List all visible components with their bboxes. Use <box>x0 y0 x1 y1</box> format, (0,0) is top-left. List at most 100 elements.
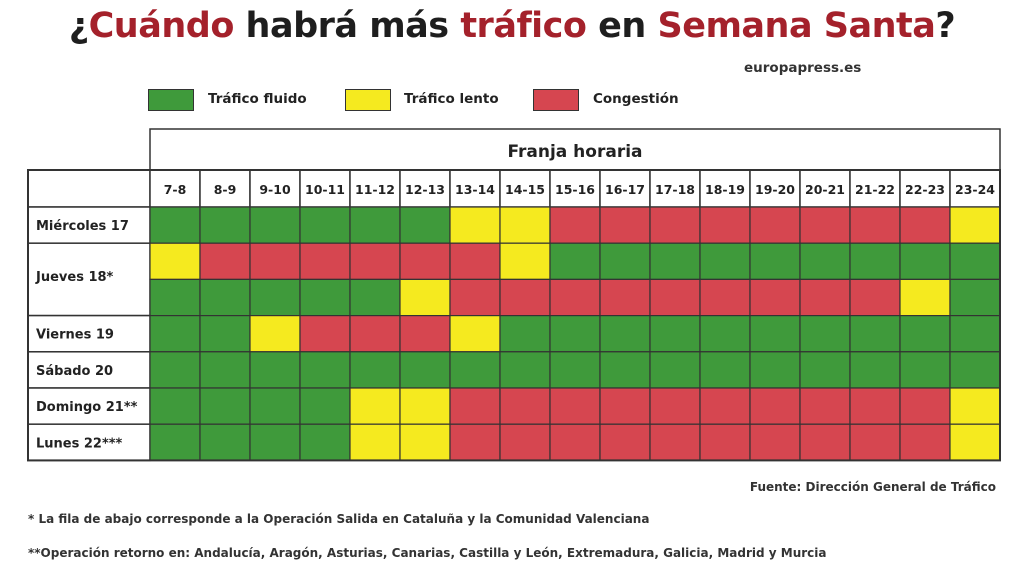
traffic-cell <box>449 206 501 244</box>
column-label: 23-24 <box>955 182 995 197</box>
footnote-1: * La fila de abajo corresponde a la Oper… <box>28 512 650 526</box>
traffic-cell <box>949 351 1001 389</box>
traffic-cell <box>549 423 601 462</box>
traffic-cell <box>399 315 451 353</box>
traffic-cell <box>949 387 1001 425</box>
traffic-cell <box>649 242 701 280</box>
column-header-cell <box>299 169 351 208</box>
traffic-cell <box>349 351 401 389</box>
traffic-cell <box>899 315 951 353</box>
column-label: 19-20 <box>755 182 795 197</box>
traffic-cell <box>899 351 951 389</box>
traffic-cell <box>399 351 451 389</box>
brand-label: europapress.es <box>744 60 862 76</box>
traffic-cell <box>349 423 401 462</box>
traffic-cell <box>149 242 201 280</box>
traffic-cell <box>349 315 401 353</box>
traffic-cell <box>199 206 251 244</box>
column-header-cell <box>199 169 251 208</box>
traffic-cell <box>849 206 901 244</box>
traffic-cell <box>599 423 651 462</box>
traffic-cell <box>749 423 801 462</box>
traffic-cell <box>949 278 1001 317</box>
column-label: 9-10 <box>259 182 291 197</box>
column-label: 16-17 <box>605 182 645 197</box>
traffic-cell <box>299 278 351 317</box>
traffic-cell <box>799 315 851 353</box>
column-label: 18-19 <box>705 182 745 197</box>
traffic-cell <box>799 351 851 389</box>
traffic-cell <box>449 315 501 353</box>
legend-swatch-fluido <box>148 89 194 111</box>
traffic-cell <box>749 278 801 317</box>
traffic-cell <box>199 242 251 280</box>
day-label: Sábado 20 <box>36 364 113 379</box>
title-part: tráfico <box>460 6 587 46</box>
traffic-cell <box>849 387 901 425</box>
traffic-cell <box>799 278 851 317</box>
traffic-cell <box>149 315 201 353</box>
traffic-cell <box>899 387 951 425</box>
title-part: ? <box>935 6 956 46</box>
traffic-cell <box>199 278 251 317</box>
traffic-cell <box>199 387 251 425</box>
column-header-cell <box>799 169 851 208</box>
traffic-cell <box>449 423 501 462</box>
traffic-cell <box>949 315 1001 353</box>
traffic-cell <box>399 423 451 462</box>
traffic-cell <box>549 206 601 244</box>
corner-cell <box>27 169 151 208</box>
day-label-cell <box>27 242 151 317</box>
traffic-cell <box>299 387 351 425</box>
legend-label-congestion: Congestión <box>593 91 679 107</box>
traffic-cell <box>849 351 901 389</box>
column-header-cell <box>949 169 1001 208</box>
traffic-cell <box>949 206 1001 244</box>
chart-title: ¿Cuándo habrá más tráfico en Semana Sant… <box>0 6 1024 46</box>
traffic-cell <box>949 242 1001 280</box>
traffic-cell <box>249 242 301 280</box>
traffic-cell <box>549 315 601 353</box>
day-label-cell <box>27 423 151 462</box>
traffic-cell <box>699 387 751 425</box>
traffic-cell <box>499 423 551 462</box>
traffic-cell <box>699 278 751 317</box>
traffic-cell <box>849 242 901 280</box>
traffic-cell <box>749 242 801 280</box>
traffic-cell <box>449 242 501 280</box>
traffic-cell <box>399 278 451 317</box>
traffic-cell <box>649 387 701 425</box>
traffic-cell <box>599 242 651 280</box>
traffic-cell <box>799 206 851 244</box>
traffic-cell <box>899 242 951 280</box>
traffic-cell <box>199 315 251 353</box>
traffic-cell <box>199 351 251 389</box>
traffic-cell <box>599 278 651 317</box>
source-note: Fuente: Dirección General de Tráfico <box>749 480 996 494</box>
column-label: 22-23 <box>905 182 945 197</box>
column-label: 13-14 <box>455 182 495 197</box>
traffic-cell <box>149 423 201 462</box>
traffic-cell <box>449 278 501 317</box>
title-part: habrá más <box>233 6 461 46</box>
column-label: 14-15 <box>505 182 545 197</box>
traffic-cell <box>149 206 201 244</box>
traffic-cell <box>949 423 1001 462</box>
traffic-cell <box>499 351 551 389</box>
title-part: ¿ <box>68 6 89 46</box>
column-header-cell <box>149 169 201 208</box>
traffic-cell <box>299 351 351 389</box>
title-part: Cuándo <box>88 6 235 46</box>
traffic-cell <box>549 278 601 317</box>
day-label: Jueves 18* <box>35 270 114 285</box>
traffic-cell <box>699 423 751 462</box>
traffic-cell <box>799 387 851 425</box>
traffic-cell <box>349 206 401 244</box>
traffic-cell <box>149 278 201 317</box>
traffic-cell <box>549 387 601 425</box>
traffic-cell <box>149 387 201 425</box>
traffic-cell <box>749 351 801 389</box>
traffic-cell <box>549 242 601 280</box>
traffic-cell <box>599 351 651 389</box>
